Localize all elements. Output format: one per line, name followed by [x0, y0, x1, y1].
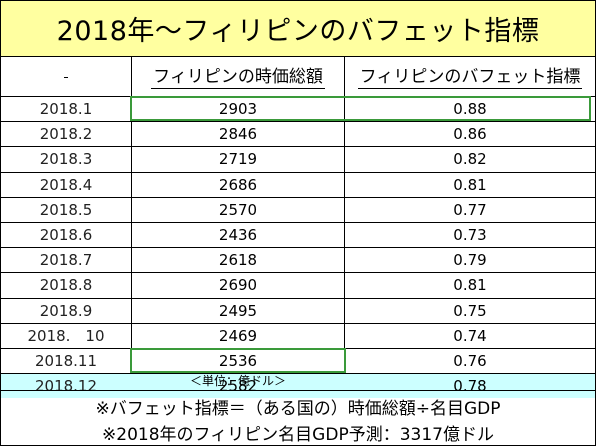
- row-divider: [1, 196, 595, 198]
- row-market-cap: 2495: [218, 301, 258, 320]
- row-buffett: 0.75: [453, 301, 487, 320]
- formula-note: ※バフェット指標＝（ある国の）時価総額÷名目GDP: [95, 399, 501, 419]
- table-bottom-line: [1, 373, 595, 374]
- row-date: 2018.4: [39, 175, 93, 194]
- row-market-cap: 2570: [218, 200, 258, 219]
- table-row: 2018.8 2690 0.81: [1, 273, 595, 297]
- row-buffett: 0.86: [453, 125, 487, 144]
- row-date: 2018.3: [39, 150, 93, 169]
- row-buffett: 0.82: [453, 150, 487, 169]
- header-buffett: フィリピンのバフェット指標: [345, 59, 595, 95]
- row-buffett: 0.81: [453, 276, 487, 295]
- row-date: 2018.11: [34, 352, 98, 371]
- header-market-cap: フィリピンの時価総額: [132, 59, 344, 95]
- table-row: 2018.7 2618 0.79: [1, 248, 595, 272]
- row-market-cap: 2618: [218, 251, 258, 270]
- notes-top-line: [1, 390, 595, 391]
- row-date: 2018.6: [39, 226, 93, 245]
- row-date: 2018.7: [39, 251, 93, 270]
- row-market-cap: 2719: [218, 150, 258, 169]
- table-row: 2018.5 2570 0.77: [1, 198, 595, 222]
- row-divider: [1, 247, 595, 249]
- table-row: 2018.4 2686 0.81: [1, 173, 595, 197]
- row-buffett: 0.73: [453, 226, 487, 245]
- row-divider: [1, 222, 595, 223]
- row-date: 2018.9: [39, 301, 93, 320]
- unit-note: ＜単位：億ドル＞: [189, 374, 286, 388]
- header-buffett-label: フィリピンのバフェット指標: [357, 66, 583, 89]
- table-row: 2018.9 2495 0.75: [1, 299, 595, 323]
- row-buffett: 0.81: [453, 175, 487, 194]
- table-row: 2018.6 2436 0.73: [1, 223, 595, 247]
- grid-vline-1: [131, 57, 132, 373]
- row-divider: [1, 146, 595, 148]
- row-divider: [1, 171, 595, 173]
- row-market-cap: 2846: [218, 125, 258, 144]
- row-market-cap: 2536: [218, 352, 258, 371]
- table-row: 2018.2 2846 0.86: [1, 122, 595, 146]
- sheet-title: 2018年～フィリピンのバフェット指標: [1, 1, 595, 57]
- highlight-box-first: [130, 96, 591, 121]
- header-market-cap-label: フィリピンの時価総額: [151, 66, 325, 89]
- row-market-cap: 2686: [218, 175, 258, 194]
- highlight-box-last: [130, 348, 346, 373]
- row-buffett: 0.76: [453, 352, 487, 371]
- row-buffett: 0.74: [453, 326, 487, 345]
- row-divider: [1, 272, 595, 274]
- row-date: 2018. 10: [27, 327, 105, 346]
- row-market-cap: 2436: [218, 226, 258, 245]
- grid-vline-2: [344, 57, 345, 373]
- row-buffett: 0.79: [453, 251, 487, 270]
- table-row: 2018.3 2719 0.82: [1, 147, 595, 171]
- table-row: 2018.1 2903 0.88: [1, 97, 595, 121]
- row-divider: [1, 297, 595, 299]
- row-buffett: 0.77: [453, 200, 487, 219]
- header-date: [1, 59, 131, 95]
- table-row: 2018.11 2536 0.76: [1, 349, 595, 373]
- row-market-cap: 2469: [218, 326, 258, 345]
- row-divider: [1, 322, 595, 324]
- row-buffett: 0.88: [453, 100, 487, 119]
- gdp-forecast-note: ※2018年のフィリピン名目GDP予測：3317億ドル: [102, 425, 494, 445]
- table-row: 2018. 10 2469 0.74: [1, 324, 595, 348]
- row-market-cap: 2690: [218, 276, 258, 295]
- header-date-label: [64, 76, 68, 78]
- row-date: 2018.1: [39, 100, 93, 119]
- row-date: 2018.5: [39, 200, 93, 219]
- row-date: 2018.2: [39, 125, 93, 144]
- row-date: 2018.8: [39, 276, 93, 295]
- row-divider: [1, 121, 595, 123]
- row-market-cap: 2903: [218, 100, 258, 119]
